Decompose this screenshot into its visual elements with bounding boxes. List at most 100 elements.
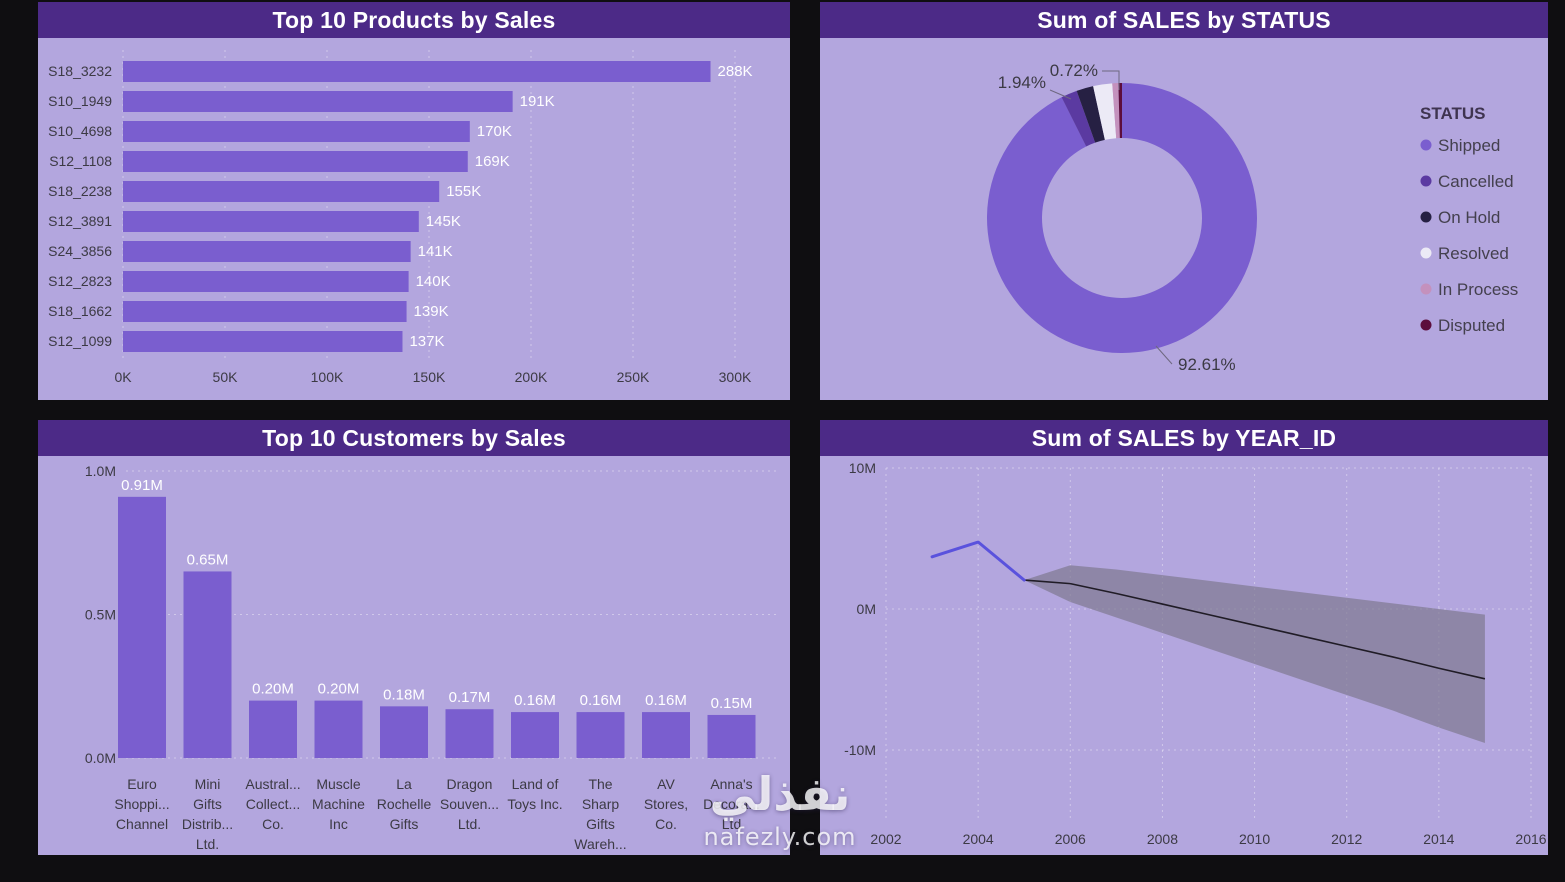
bar-s10-1949[interactable] [123, 91, 513, 112]
category-label: S18_2238 [48, 183, 112, 199]
category-label: The Sharp Gifts Wareh... [574, 776, 626, 852]
bar-the-sharp-gifts-wareh[interactable] [576, 712, 625, 758]
bar-value-label: 0.17M [449, 689, 491, 706]
bar-value-label: 140K [416, 273, 451, 290]
bar-s18-2238[interactable] [123, 181, 440, 202]
bar-value-label: 0.18M [383, 686, 425, 703]
donut-slice-cancelled[interactable] [1061, 90, 1096, 147]
legend-label: Resolved [1438, 244, 1509, 263]
legend-swatch [1420, 139, 1432, 151]
legend-item-cancelled[interactable]: Cancelled [1420, 172, 1514, 191]
x-axis-tick-label: 0K [114, 369, 132, 385]
x-axis-tick-label: 2004 [963, 831, 994, 847]
x-axis-tick-label: 2006 [1055, 831, 1086, 847]
bar-s18-3232[interactable] [123, 61, 711, 82]
category-label: S10_4698 [48, 123, 112, 139]
bar-value-label: 141K [418, 243, 453, 260]
bar-la-rochelle-gifts[interactable] [380, 706, 428, 758]
bar-value-label: 155K [446, 183, 481, 200]
bar-dragon-souven-ltd[interactable] [445, 709, 494, 758]
category-label: Austral... Collect... Co. [245, 776, 300, 832]
bar-value-label: 169K [475, 153, 510, 170]
panel-title: Sum of SALES by STATUS [1037, 6, 1331, 33]
y-axis-tick-label: 1.0M [85, 463, 116, 479]
bar-euro-shoppi-channel[interactable] [118, 496, 166, 758]
bar-value-label: 0.16M [580, 692, 622, 709]
legend-swatch [1420, 319, 1432, 331]
bar-muscle-machine-inc[interactable] [314, 700, 363, 758]
bar-value-label: 191K [520, 93, 555, 110]
bar-s24-3856[interactable] [123, 241, 411, 262]
legend-label: On Hold [1438, 208, 1500, 227]
bar-s12-3891[interactable] [123, 211, 419, 232]
category-label: Land of Toys Inc. [507, 776, 562, 812]
bar-land-of-toys-inc[interactable] [511, 712, 559, 758]
chart-body: 92.61% 1.94% 0.72% STATUS Shipped Cancelled On… [820, 38, 1548, 400]
category-label: S10_1949 [48, 93, 112, 109]
bar-value-label: 139K [414, 303, 449, 320]
panel-header: Sum of SALES by STATUS [820, 2, 1548, 38]
bar-av-stores-co[interactable] [642, 712, 690, 758]
legend-item-shipped[interactable]: Shipped [1420, 136, 1501, 155]
donut-slice-resolved[interactable] [1093, 83, 1117, 140]
legend-swatch [1420, 211, 1432, 223]
legend-label: Cancelled [1438, 172, 1514, 191]
callout-line [1102, 70, 1120, 90]
chart-body: 0K 50K 100K 150K 200K 250K 300K S18_3232 288K S10… [38, 38, 790, 400]
bar-value-label: 0.65M [187, 551, 229, 568]
callout-line [1155, 345, 1173, 365]
y-axis-tick-label: 10M [849, 460, 876, 476]
bar-value-label: 0.91M [121, 477, 163, 494]
category-label: Muscle Machine Inc [312, 776, 365, 832]
bar-anna-s-decora-ltd[interactable] [707, 714, 756, 758]
status-donut-chart: 92.61% 1.94%0.72% STATUS Shipped Cancelled On… [987, 61, 1519, 374]
bar-austral-collect-co[interactable] [249, 700, 297, 758]
legend-item-on-hold[interactable]: On Hold [1420, 208, 1501, 227]
legend-item-in-process[interactable]: In Process [1420, 280, 1519, 299]
forecast-line[interactable] [1024, 579, 1486, 680]
x-axis-tick-label: 200K [515, 369, 548, 385]
legend-item-resolved[interactable]: Resolved [1420, 244, 1509, 263]
category-label: S12_1108 [49, 153, 112, 169]
donut-slice-disputed[interactable] [1118, 83, 1122, 139]
x-axis-tick-label: 300K [719, 369, 752, 385]
category-label: S12_1099 [48, 333, 112, 349]
forecast-band[interactable] [1024, 565, 1485, 743]
bar-s10-4698[interactable] [123, 121, 470, 142]
donut-slice-in-process[interactable] [1112, 83, 1120, 139]
x-axis-tick-label: 2014 [1423, 831, 1454, 847]
products-bar-chart: 0K 50K 100K 150K 200K 250K 300K S18_3232 288K S10… [48, 50, 753, 385]
legend-label: In Process [1438, 280, 1518, 299]
bar-s12-1108[interactable] [123, 151, 468, 172]
category-label: Mini Gifts Distrib... Ltd. [182, 776, 233, 852]
bar-value-label: 145K [426, 213, 461, 230]
bar-mini-gifts-distrib-ltd[interactable] [183, 571, 232, 758]
x-axis-tick-label: 250K [617, 369, 650, 385]
panel-sales-by-status: Sum of SALES by STATUS 92.61% 1.94% 0.72% S… [820, 2, 1548, 400]
panel-title: Sum of SALES by YEAR_ID [1031, 424, 1337, 451]
donut-slice-shipped[interactable] [987, 83, 1257, 353]
bar-s12-1099[interactable] [123, 331, 403, 352]
donut-slice-on-hold[interactable] [1076, 86, 1105, 143]
bar-value-label: 170K [477, 123, 512, 140]
x-axis-tick-label: 2012 [1331, 831, 1362, 847]
panel-title: Top 10 Customers by Sales [262, 424, 566, 451]
legend-label: Disputed [1438, 316, 1505, 335]
legend-swatch [1420, 247, 1432, 259]
years-line-chart: 2002 2004 2006 2008 2010 2012 2014 2016 10M 0M -10… [844, 460, 1547, 847]
category-label: S24_3856 [48, 243, 112, 259]
category-label: Anna's Decora... Ltd [703, 776, 760, 832]
x-axis-tick-label: 150K [413, 369, 446, 385]
x-axis-tick-label: 2002 [870, 831, 901, 847]
bar-value-label: 288K [718, 63, 753, 80]
sales-line[interactable] [930, 540, 1026, 582]
x-axis-tick-label: 2010 [1239, 831, 1270, 847]
bar-s18-1662[interactable] [123, 301, 407, 322]
chart-body: 2002 2004 2006 2008 2010 2012 2014 2016 10M 0M -10… [820, 456, 1548, 855]
callout-label: 92.61% [1178, 355, 1236, 374]
bar-s12-2823[interactable] [123, 271, 409, 292]
customers-column-chart: 0.0M 0.5M 1.0M 0.91M Euro Shoppi... Channel 0.6… [85, 463, 778, 852]
x-axis-tick-label: 2008 [1147, 831, 1178, 847]
legend-item-disputed[interactable]: Disputed [1420, 316, 1506, 335]
